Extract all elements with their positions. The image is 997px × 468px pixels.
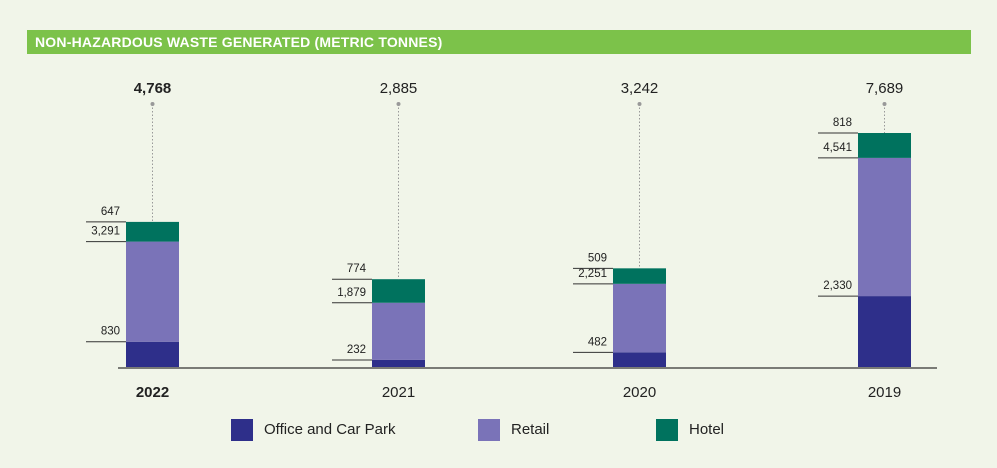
segment-label-2022-2: 647 [101, 206, 120, 218]
bar-2020-office-and-car-park [613, 352, 666, 367]
chart-title: NON-HAZARDOUS WASTE GENERATED (METRIC TO… [35, 34, 443, 50]
segment-label-2020-2: 509 [588, 252, 607, 264]
x-tick-label-2020: 2020 [623, 384, 656, 401]
legend-swatch-office-and-car-park [231, 419, 253, 441]
bar-2020-retail [613, 283, 666, 353]
chart-legend: Office and Car Park Retail Hotel [0, 417, 997, 445]
chart-title-bar: NON-HAZARDOUS WASTE GENERATED (METRIC TO… [27, 30, 971, 54]
bar-2022-retail [126, 241, 179, 342]
segment-label-2021-2: 774 [347, 263, 367, 275]
legend-label-office-and-car-park: Office and Car Park [264, 421, 396, 438]
segment-label-2021-1: 1,879 [337, 287, 366, 299]
bar-2022-hotel [126, 221, 179, 242]
x-tick-label-2019: 2019 [868, 384, 901, 401]
total-dot-2022 [150, 102, 155, 106]
segment-label-2022-1: 3,291 [91, 226, 120, 238]
legend-swatch-hotel [656, 419, 678, 441]
segment-label-2022-0: 830 [101, 326, 120, 338]
bar-2019-office-and-car-park [858, 296, 911, 367]
total-dot-2019 [882, 102, 887, 106]
bar-2020-hotel [613, 268, 666, 284]
segment-label-2020-1: 2,251 [578, 268, 607, 280]
segment-label-2020-0: 482 [588, 336, 607, 348]
legend-label-hotel: Hotel [689, 421, 725, 438]
bar-2021-hotel [372, 279, 425, 303]
x-tick-label-2022: 2022 [136, 384, 169, 401]
total-dot-2021 [396, 102, 401, 106]
legend-swatch-retail [478, 419, 500, 441]
bar-2021-retail [372, 302, 425, 360]
total-label-2019: 7,689 [866, 80, 904, 97]
x-tick-label-2021: 2021 [382, 384, 415, 401]
bar-2019-retail [858, 157, 911, 297]
segment-label-2021-0: 232 [347, 344, 366, 356]
legend-label-retail: Retail [511, 421, 550, 438]
segment-label-2019-2: 818 [833, 117, 852, 129]
total-label-2020: 3,242 [621, 80, 659, 97]
segment-label-2019-1: 4,541 [823, 142, 852, 154]
bar-2019-hotel [858, 133, 911, 158]
segment-label-2019-0: 2,330 [823, 280, 852, 292]
bar-2021-office-and-car-park [372, 359, 425, 367]
bar-2022-office-and-car-park [126, 341, 179, 367]
total-label-2021: 2,885 [380, 80, 418, 97]
total-label-2022: 4,768 [134, 80, 172, 97]
total-dot-2020 [637, 102, 642, 106]
